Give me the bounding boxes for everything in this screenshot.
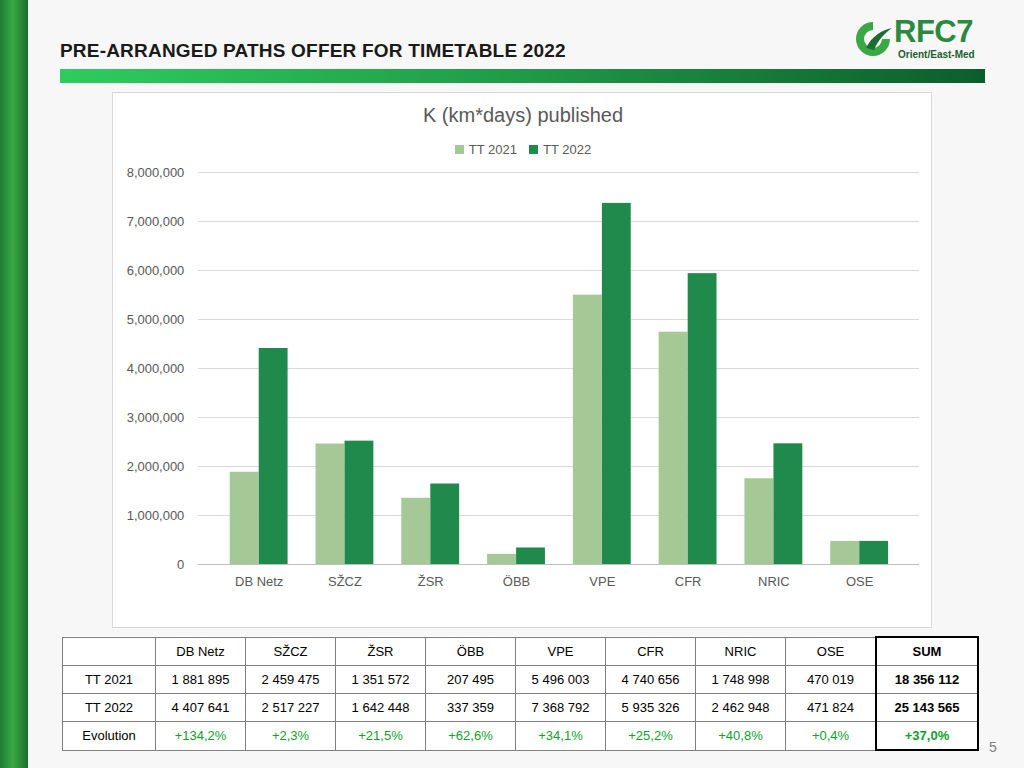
html-text:470 019: 470 019 — [807, 672, 854, 687]
svg-text:7,000,000: 7,000,000 — [127, 214, 185, 229]
svg-text:OSE: OSE — [846, 574, 874, 589]
html-text:5 935 326: 5 935 326 — [621, 700, 680, 715]
html-text:SUM: SUM — [912, 644, 942, 659]
html-text:K (km*days) published: K (km*days) published — [423, 104, 623, 126]
html-text:+37,0%: +37,0% — [904, 728, 950, 743]
svg-text:NRIC: NRIC — [758, 574, 790, 589]
html-text:ŽSR: ŽSR — [367, 643, 394, 659]
html-text:ÖBB: ÖBB — [456, 643, 485, 659]
html-text:5 496 003: 5 496 003 — [531, 672, 590, 687]
html-text:+40,8%: +40,8% — [718, 728, 763, 744]
html-text:207 495: 207 495 — [447, 672, 494, 687]
html-text:471 824: 471 824 — [807, 700, 854, 715]
svg-text:2,000,000: 2,000,000 — [127, 459, 185, 474]
html-text:+21,5%: +21,5% — [358, 728, 403, 744]
html-text:337 359: 337 359 — [447, 700, 494, 715]
html-text:PRE-ARRANGED PATHS OFFER FOR T: PRE-ARRANGED PATHS OFFER FOR TIMETABLE 2… — [60, 40, 566, 61]
html-text:1 642 448: 1 642 448 — [351, 700, 410, 715]
html-text:RFC7: RFC7 — [894, 14, 973, 49]
html-text:+34,1%: +34,1% — [538, 728, 583, 744]
html-text:TT 2022: TT 2022 — [543, 142, 592, 157]
svg-text:3,000,000: 3,000,000 — [127, 410, 185, 425]
html-text:+62,6%: +62,6% — [448, 728, 493, 744]
html-text:+0,4%: +0,4% — [811, 728, 850, 744]
svg-text:5,000,000: 5,000,000 — [127, 312, 185, 327]
html-text:1 881 895: 1 881 895 — [171, 672, 230, 687]
html-text:+2,3%: +2,3% — [271, 728, 310, 744]
html-text:Orient/East-Med: Orient/East-Med — [898, 49, 975, 60]
svg-text:8,000,000: 8,000,000 — [127, 165, 185, 180]
svg-text:VPE: VPE — [589, 574, 615, 589]
html-text:Evolution: Evolution — [82, 728, 136, 744]
html-text:VPE: VPE — [547, 643, 574, 659]
html-text:5: 5 — [989, 739, 997, 755]
svg-text:CFR: CFR — [675, 574, 702, 589]
html-text:18 356 112: 18 356 112 — [894, 672, 960, 687]
svg-text:SŽCZ: SŽCZ — [328, 574, 362, 589]
html-text:TT 2022: TT 2022 — [84, 700, 134, 715]
html-text:DB Netz: DB Netz — [176, 643, 225, 659]
html-text:1 748 998: 1 748 998 — [711, 672, 770, 687]
html-text:OSE: OSE — [816, 643, 845, 659]
svg-text:DB Netz: DB Netz — [235, 574, 283, 589]
html-text:7 368 792: 7 368 792 — [531, 700, 590, 715]
html-text:2 517 227: 2 517 227 — [261, 700, 320, 715]
html-text:SŽCZ: SŽCZ — [273, 643, 308, 659]
svg-text:6,000,000: 6,000,000 — [127, 263, 185, 278]
html-text:+25,2%: +25,2% — [628, 728, 673, 744]
html-text:TT 2021: TT 2021 — [84, 672, 134, 687]
html-text:1 351 572: 1 351 572 — [351, 672, 410, 687]
html-text:+134,2%: +134,2% — [174, 728, 227, 744]
html-text:4 740 656: 4 740 656 — [621, 672, 680, 687]
svg-text:4,000,000: 4,000,000 — [127, 361, 185, 376]
html-text:4 407 641: 4 407 641 — [171, 700, 230, 715]
html-text:2 459 475: 2 459 475 — [261, 672, 320, 687]
html-text:25 143 565: 25 143 565 — [894, 700, 960, 715]
html-text:2 462 948: 2 462 948 — [711, 700, 770, 715]
svg-text:0: 0 — [177, 557, 184, 572]
html-text:TT 2021: TT 2021 — [468, 142, 517, 157]
svg-text:ÖBB: ÖBB — [503, 574, 530, 589]
html-text:CFR: CFR — [637, 643, 664, 659]
svg-text:ŽSR: ŽSR — [418, 574, 444, 589]
html-text:NRIC: NRIC — [724, 643, 757, 659]
svg-text:1,000,000: 1,000,000 — [127, 508, 185, 523]
